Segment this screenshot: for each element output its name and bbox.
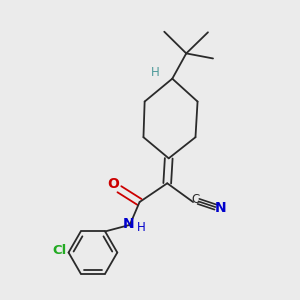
Text: N: N [122, 217, 134, 231]
Text: O: O [107, 178, 119, 191]
Text: C: C [191, 193, 200, 206]
Text: H: H [137, 221, 146, 234]
Text: H: H [151, 66, 160, 79]
Text: Cl: Cl [52, 244, 66, 257]
Text: N: N [215, 201, 226, 215]
